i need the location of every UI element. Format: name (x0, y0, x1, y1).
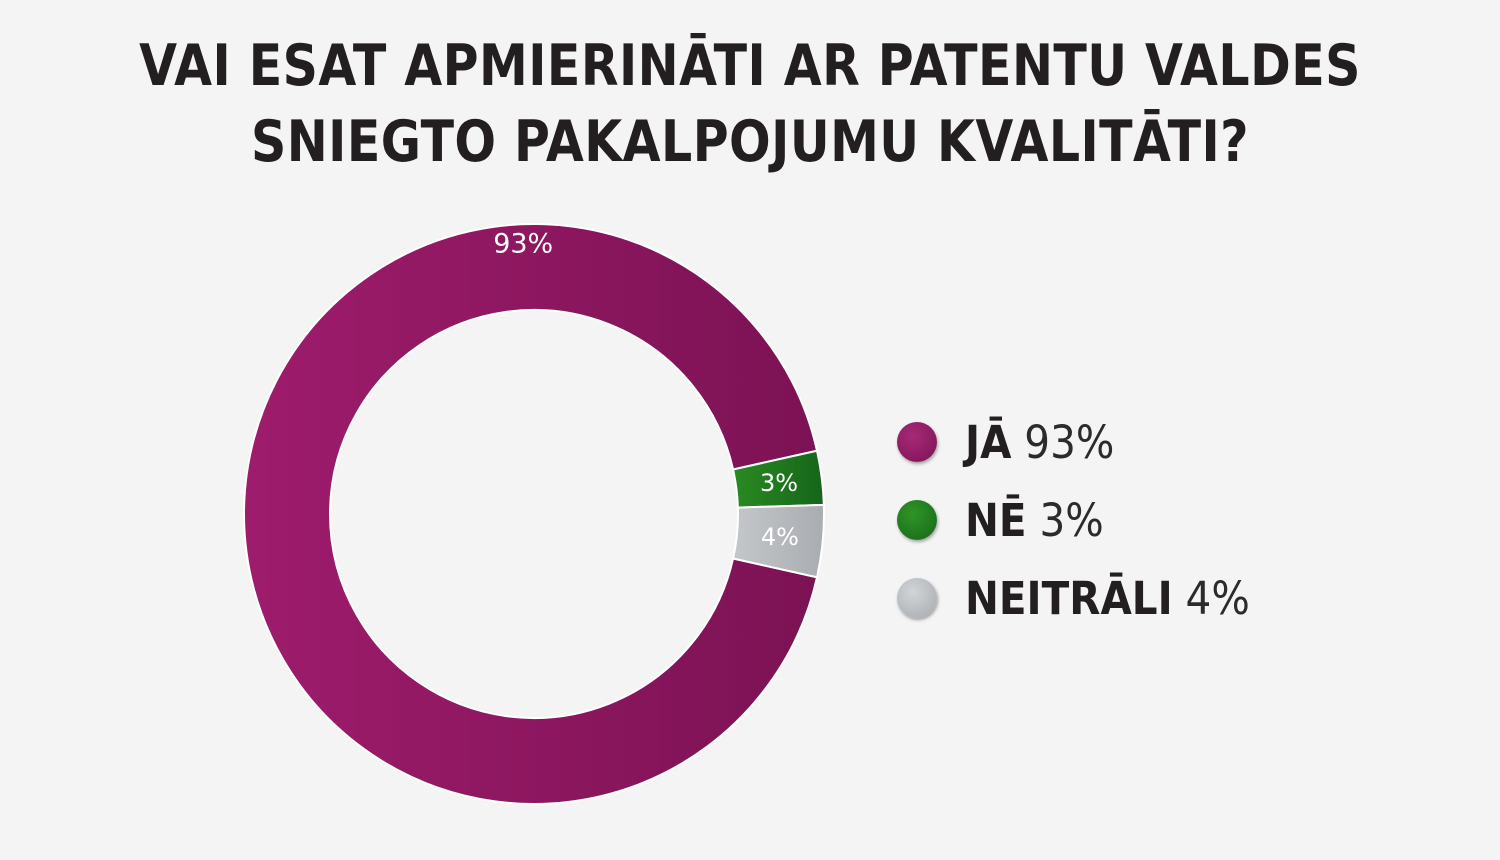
legend-value-ja: 93% (1024, 416, 1114, 469)
donut-slice-ja (244, 224, 817, 804)
legend-label-neitrali: NEITRĀLI (965, 572, 1173, 625)
legend-value-neitrali: 4% (1186, 572, 1250, 625)
legend-swatch-ja (897, 422, 937, 462)
legend-swatch-neitrali (897, 578, 937, 618)
slice-label-neitrali: 4% (761, 523, 799, 551)
legend-label-ne: NĒ (965, 494, 1027, 547)
legend-item-ne: NĒ 3% (897, 490, 1457, 550)
slice-label-ja: 93% (493, 229, 553, 260)
legend-value-ne: 3% (1039, 494, 1103, 547)
legend-swatch-ne (897, 500, 937, 540)
legend-label-ja: JĀ (965, 416, 1011, 469)
legend-item-ja: JĀ 93% (897, 412, 1457, 472)
legend-item-neitrali: NEITRĀLI 4% (897, 568, 1457, 628)
slice-label-ne: 3% (760, 469, 798, 497)
legend: JĀ 93% NĒ 3% NEITRĀLI 4% (897, 412, 1457, 646)
